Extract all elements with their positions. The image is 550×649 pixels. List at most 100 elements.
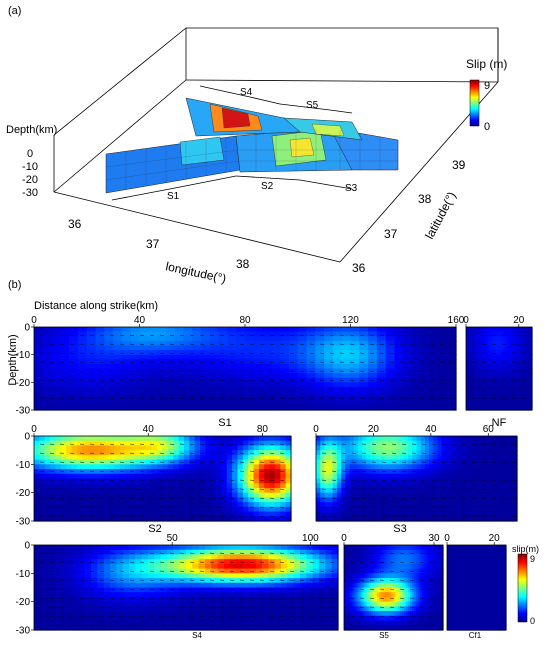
slip-cell [47,588,54,593]
slip-cell [351,327,360,332]
slip-cell [135,597,142,602]
slip-cell [148,350,157,355]
slip-cell [287,573,294,578]
slip-cell [417,455,422,460]
slip-cell [136,483,142,488]
slip-cell [180,550,187,555]
slip-cell [345,460,350,465]
slip-cell [275,550,282,555]
slip-cell [140,350,149,355]
slip-cell [205,592,212,597]
slip-cell [417,441,422,446]
slip-cell [329,436,334,441]
slip-cell [131,350,140,355]
slip-cell [387,474,392,479]
slip-cell [377,327,386,332]
slip-cell [200,469,206,474]
slip-cell [496,483,501,488]
slip-cell [280,450,286,455]
slip-cell [93,460,99,465]
slip-cell [98,436,104,441]
slip-cell [417,497,422,502]
slip-cell [152,512,158,517]
slip-cell [173,559,180,564]
slip-cell [421,436,426,441]
slip-cell [484,493,489,498]
slip-cell [135,545,142,550]
slip-cell [350,483,355,488]
slip-cell [125,436,131,441]
slip-cell [61,450,67,455]
slip-cell [471,464,476,469]
slip-cell [337,460,342,465]
slip-cell [77,493,83,498]
slip-cell [114,502,120,507]
slip-cell [205,441,211,446]
slip-cell [437,460,442,465]
slip-cell [96,332,105,337]
slip-cell [183,350,192,355]
slip-cell [69,373,78,378]
slip-cell [315,350,324,355]
slip-cell [386,327,395,332]
slip-cell [442,445,447,450]
slip-cell [329,445,334,450]
slip-cell [163,502,169,507]
slip-cell [256,545,263,550]
slip-cell [87,355,96,360]
slip-cell [154,583,161,588]
slip-cell [383,483,388,488]
slip-cell [114,493,120,498]
slip-cell [500,488,505,493]
slip-cell [386,382,395,387]
slip-cell [195,441,201,446]
slip-cell [280,332,289,337]
slip-cell [404,469,409,474]
slip-cell [430,382,439,387]
slip-cell [184,450,190,455]
slip-cell [227,493,233,498]
slip-cell [368,373,377,378]
slip-cell [236,373,245,378]
slip-cell [471,441,476,446]
slip-cell [77,455,83,460]
slip-cell [446,512,451,517]
slip-cell [447,382,456,387]
slip-cell [264,512,270,517]
slip-cell [341,474,346,479]
slip-cell [135,573,142,578]
slip-cell [294,564,301,569]
slip-cell [113,401,122,406]
slip-cell [221,507,227,512]
slip-cell [270,479,276,484]
slip-cell [91,573,98,578]
lon-tick-2: 38 [236,257,250,271]
slip-cell [254,364,263,369]
slip-cell [354,474,359,479]
slip-cell [120,464,126,469]
slip-cell [50,483,56,488]
slip-cell [157,396,166,401]
slip-cell [210,396,219,401]
slip-cell [200,441,206,446]
slip-cell [175,401,184,406]
slip-cell [319,564,326,569]
slip-cell [289,332,298,337]
slip-cell [216,474,222,479]
slip-cell [280,474,286,479]
slip-cell [366,445,371,450]
slip-cell [52,382,61,387]
y-tick-label: -20 [16,488,31,499]
slip-cell [254,474,260,479]
slip-cell [248,502,254,507]
slip-cell [52,350,61,355]
slip-cell [195,450,201,455]
slip-cell [122,359,131,364]
slip-cell [85,545,92,550]
slip-cell [221,436,227,441]
slip-cell [307,387,316,392]
slip-cell [205,493,211,498]
slip-cell [184,493,190,498]
slip-cell [425,479,430,484]
slip-cell [104,597,111,602]
